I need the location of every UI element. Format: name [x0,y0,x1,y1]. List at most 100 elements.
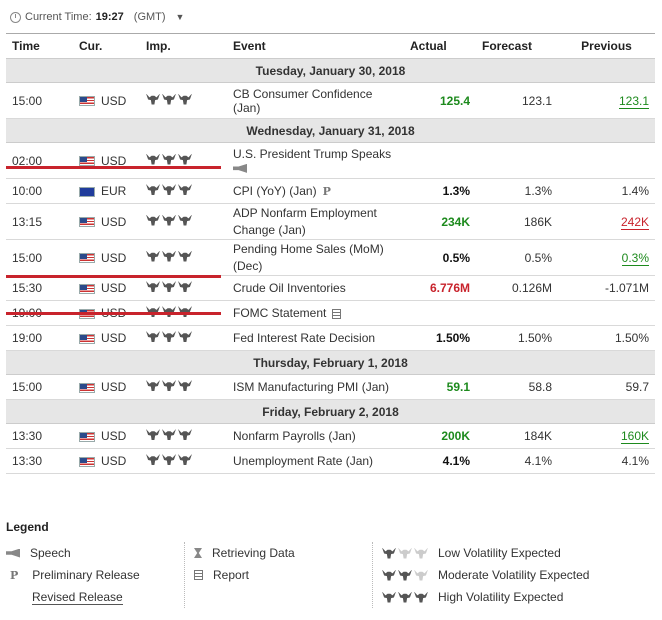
clock-icon [10,11,21,23]
event-name[interactable]: Unemployment Rate (Jan) [227,448,404,474]
event-time: 15:00 [6,82,73,119]
event-row[interactable]: 13:30 USD Unemployment Rate (Jan) 4.1% 4… [6,448,655,474]
event-name[interactable]: FOMC Statement [227,300,404,326]
bull-icon [414,547,428,559]
legend-label: Low Volatility Expected [438,546,561,560]
importance-icons [140,203,227,240]
event-name[interactable]: Pending Home Sales (MoM) (Dec) [227,239,404,276]
bull-icon [178,380,192,391]
day-header-row: Thursday, February 1, 2018 [6,350,655,375]
event-previous: 4.1% [558,448,655,474]
event-row[interactable]: 19:00 USD Fed Interest Rate Decision 1.5… [6,325,655,351]
event-time: 10:00 [6,178,73,204]
currency-code: USD [101,331,127,345]
bull-icon [414,569,428,581]
event-row[interactable]: 13:15 USD ADP Nonfarm Employment Change … [6,203,655,240]
day-date: Wednesday, January 31, 2018 [6,118,655,143]
event-previous-revised[interactable]: 160K [620,429,649,444]
legend-item-revised: Revised Release [6,586,140,608]
legend-column: Retrieving Data Report [194,542,295,586]
bull-icon [178,153,192,165]
bull-icon [178,281,192,292]
bull-icon [178,331,192,342]
event-row[interactable]: 15:00 USD ISM Manufacturing PMI (Jan) 59… [6,374,655,400]
legend-item-high: High Volatility Expected [382,586,589,608]
event-previous-revised[interactable]: 242K [620,214,649,230]
column-header-forecast: Forecast [476,33,558,59]
bull-icon [162,281,176,292]
event-previous-revised[interactable]: 123.1 [618,93,649,109]
report-icon [332,308,342,319]
event-time: 13:15 [6,203,73,240]
currency-code: USD [101,380,127,394]
event-name[interactable]: Nonfarm Payrolls (Jan) [227,423,404,449]
legend-item-preliminary: P Preliminary Release [6,564,140,586]
event-actual: 200K [404,423,476,449]
bull-icon [162,306,176,317]
bull-icon [146,380,160,391]
event-row[interactable]: 02:00 USD U.S. President Trump Speaks [6,142,655,179]
legend-item-moderate: Moderate Volatility Expected [382,564,589,586]
legend-column: Low Volatility Expected Moderate Volatil… [382,542,589,608]
bull-icon [162,429,176,440]
event-actual: 0.5% [404,239,476,276]
event-title: FOMC Statement [233,306,327,320]
event-previous [558,142,655,179]
importance-icons [140,82,227,119]
event-row[interactable]: 13:30 USD Nonfarm Payrolls (Jan) 200K 18… [6,423,655,449]
bull-icon [146,153,160,165]
event-name[interactable]: ADP Nonfarm Employment Change (Jan) [227,203,404,240]
day-date: Tuesday, January 30, 2018 [6,58,655,83]
us-flag-icon [79,217,95,228]
currency-code: USD [101,281,127,295]
strike-line [6,275,221,278]
event-forecast: 186K [476,203,558,240]
column-header-previous: Previous [558,33,655,59]
us-flag-icon [79,431,95,442]
event-actual: 59.1 [404,374,476,400]
bull-icon [414,591,428,603]
chevron-down-icon[interactable]: ▼ [175,12,185,22]
event-row[interactable]: 10:00 EUR CPI (YoY) (Jan) P 1.3% 1.3% 1.4… [6,178,655,204]
current-time-value: 19:27 [95,11,124,23]
event-row[interactable]: 15:00 USD CB Consumer Confidence (Jan) 1… [6,82,655,119]
event-actual: 6.776M [404,275,476,301]
event-row[interactable]: 15:00 USD Pending Home Sales (MoM) (Dec)… [6,239,655,276]
importance-icons [140,374,227,400]
bull-icon [178,306,192,317]
event-previous-revised[interactable]: 0.3% [621,250,649,266]
event-name[interactable]: U.S. President Trump Speaks [227,142,404,179]
event-time: 19:00 [6,325,73,351]
legend-item-speech: Speech [6,542,140,564]
bull-icon [178,429,192,440]
bull-icon [162,153,176,165]
bull-icon [398,569,412,581]
currency-code: USD [101,153,127,168]
importance-icons [140,448,227,474]
event-time: 13:30 [6,448,73,474]
event-actual: 1.3% [404,178,476,204]
bull-icon [146,184,160,195]
current-time-bar[interactable]: Current Time: 19:27 (GMT) ▼ [10,8,184,26]
event-row[interactable]: 15:30 USD Crude Oil Inventories 6.776M 0… [6,275,655,301]
legend-label: Revised Release [32,589,123,605]
importance-icons [140,275,227,301]
event-previous: 59.7 [558,374,655,400]
event-name[interactable]: CB Consumer Confidence (Jan) [227,82,404,119]
us-flag-icon [79,96,95,107]
bull-icon [146,214,160,226]
event-forecast: 4.1% [476,448,558,474]
bull-icon [398,591,412,603]
event-previous: 1.4% [558,178,655,204]
event-name[interactable]: Crude Oil Inventories [227,275,404,301]
event-name[interactable]: ISM Manufacturing PMI (Jan) [227,374,404,400]
currency-code: USD [101,250,127,265]
currency-code: USD [101,214,127,229]
bull-icon [146,250,160,262]
event-currency: USD [73,203,140,240]
hourglass-icon [194,548,202,558]
bull-icon [178,93,192,105]
event-name[interactable]: CPI (YoY) (Jan) P [227,178,404,204]
event-name[interactable]: Fed Interest Rate Decision [227,325,404,351]
column-header-importance: Imp. [140,33,227,59]
